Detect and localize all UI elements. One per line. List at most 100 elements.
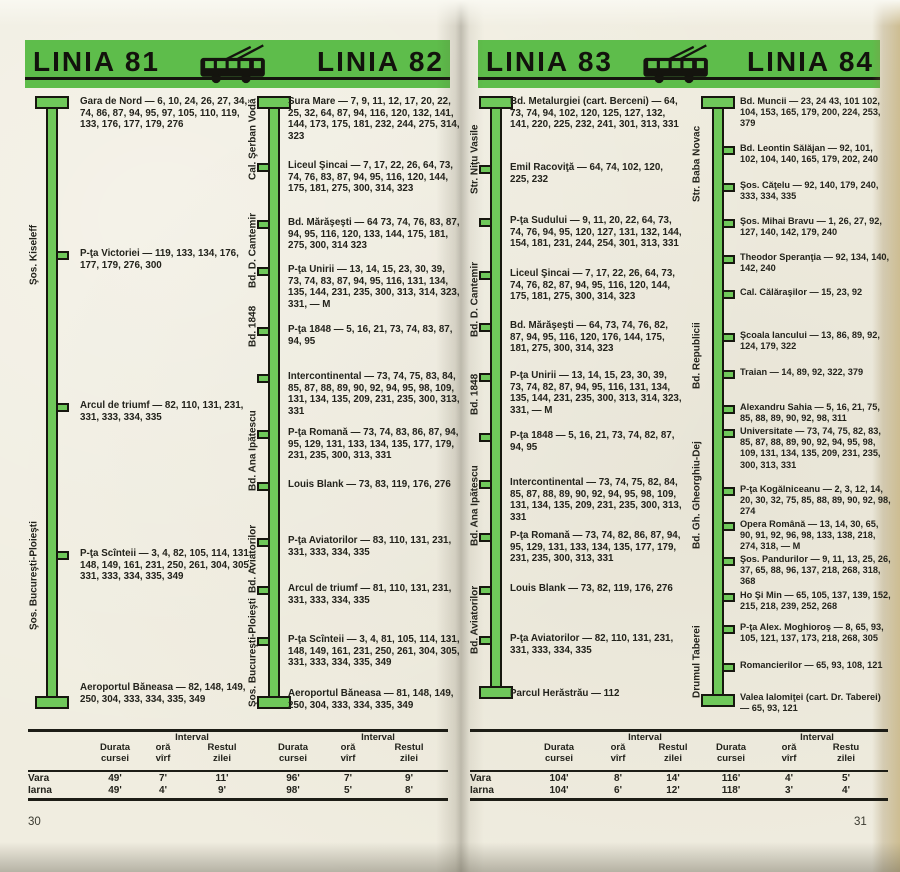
table-column-header: Restu zilei: [832, 742, 860, 764]
stop-entry: P-ţa Alex. Moghioroş — 8, 65, 93, 105, 1…: [740, 622, 884, 644]
trolleybus-icon: [200, 44, 265, 84]
stop-entry: Opera Română — 13, 14, 30, 65, 90, 91, 9…: [740, 519, 879, 552]
page-number-right: 31: [854, 816, 867, 828]
table-rule-middle: [28, 770, 448, 772]
stop-entry: Bd. Mărăşeşti — 64, 73, 74, 76, 82, 87, …: [510, 320, 668, 355]
page-edge-top: [0, 0, 900, 26]
table-column-header: Durata cursei: [277, 742, 309, 764]
street-label: Bd. D. Cantemir: [469, 261, 481, 337]
line-title: LINIA 81: [33, 46, 160, 77]
stop-entry: Gara de Nord — 6, 10, 24, 26, 27, 34, 74…: [80, 96, 248, 131]
table-cell: 4': [159, 785, 167, 796]
stop-entry: Aeroportul Băneasa — 81, 148, 149, 250, …: [288, 688, 454, 711]
table-cell: 5': [344, 785, 352, 796]
trolleybus-icon: [643, 44, 708, 84]
stop-entry: Bd. Mărăşeşti — 64 73, 74, 76, 83, 87, 9…: [288, 217, 460, 252]
stop-entry: Traian — 14, 89, 92, 322, 379: [740, 367, 864, 377]
table-cell: 12': [666, 785, 680, 796]
table-cell: 96': [286, 773, 300, 784]
street-label: Bd. Ana Ipătescu: [469, 465, 481, 546]
band-rule: [478, 77, 880, 80]
stop-entry: Şos. Căţelu — 92, 140, 179, 240, 333, 33…: [740, 180, 879, 202]
table-cell: 49': [108, 785, 122, 796]
stop-entry: Theodor Speranţia — 92, 134, 140, 142, 2…: [740, 252, 890, 274]
interval-label: Interval: [628, 732, 662, 743]
stop-entry: P-ţa Aviatorilor — 83, 110, 131, 231, 33…: [288, 535, 452, 558]
street-label: Bd. 1848: [247, 305, 259, 347]
stop-entry: Louis Blank — 73, 82, 119, 176, 276: [510, 583, 673, 594]
stop-entry: Arcul de triumf — 81, 110, 131, 231, 331…: [288, 583, 452, 606]
stop-entry: Universitate — 73, 74, 75, 82, 83, 85, 8…: [740, 426, 881, 470]
table-cell: 49': [108, 773, 122, 784]
table-cell: 118': [721, 785, 741, 796]
interval-label: Interval: [175, 732, 209, 743]
table-row-label: Iarna: [28, 785, 52, 796]
table-column-header: oră vîrf: [610, 742, 626, 764]
route-line: [46, 100, 58, 704]
stop-entry: Valea Ialomiţei (cart. Dr. Taberei) — 65…: [740, 692, 881, 714]
table-cell: 7': [159, 773, 167, 784]
street-label: Bd. Gh. Gheorghiu-Dej: [691, 441, 703, 550]
table-row-label: Iarna: [470, 785, 494, 796]
street-label: Şos. Bucureşti-Ploieşti: [28, 521, 40, 630]
band-rule: [25, 77, 450, 80]
stop-entry: P-ţa Aviatorilor — 82, 110, 131, 231, 33…: [510, 633, 674, 656]
street-label: Bd. Republicii: [691, 322, 703, 389]
stop-entry: Liceul Şincai — 7, 17, 22, 26, 64, 73, 7…: [288, 160, 454, 195]
interval-label: Interval: [361, 732, 395, 743]
terminus-cap: [35, 696, 69, 709]
stop-entry: Bd. Metalurgiei (cart. Berceni) — 64, 73…: [510, 96, 679, 131]
table-cell: 8': [614, 773, 622, 784]
stop-entry: P-ţa 1848 — 5, 16, 21, 73, 74, 82, 87, 9…: [510, 430, 675, 453]
stop-entry: Louis Blank — 73, 83, 119, 176, 276: [288, 479, 451, 490]
terminus-cap: [479, 686, 513, 699]
table-cell: 3': [785, 785, 793, 796]
table-column-header: Restul zilei: [658, 742, 688, 764]
interval-label: Interval: [800, 732, 834, 743]
table-cell: 4': [785, 773, 793, 784]
table-cell: 98': [286, 785, 300, 796]
stop-entry: P-ţa Kogălniceanu — 2, 3, 12, 14, 20, 30…: [740, 484, 891, 517]
stop-entry: Bd. Leontin Sălăjan — 92, 101, 102, 104,…: [740, 143, 878, 165]
table-cell: 6': [614, 785, 622, 796]
table-column-header: Durata cursei: [715, 742, 747, 764]
page-edge-bottom: [0, 842, 900, 872]
table-cell: 5': [842, 773, 850, 784]
table-rule-top: [470, 729, 888, 732]
table-rule-bottom: [28, 798, 448, 801]
line-title: LINIA 84: [747, 46, 874, 77]
stop-entry: P-ţa Sudului — 9, 11, 20, 22, 64, 73, 74…: [510, 215, 682, 250]
stop-entry: Sura Mare — 7, 9, 11, 12, 17, 20, 22, 25…: [288, 96, 460, 142]
table-cell: 8': [405, 785, 413, 796]
street-label: Str. Baba Novac: [691, 125, 703, 203]
table-column-header: Restul zilei: [394, 742, 424, 764]
table-cell: 7': [344, 773, 352, 784]
stop-entry: Şos. Mihai Bravu — 1, 26, 27, 92, 127, 1…: [740, 216, 882, 238]
table-cell: 11': [215, 773, 229, 784]
stop-entry: Aeroportul Băneasa — 82, 148, 149, 250, …: [80, 682, 246, 705]
table-row-label: Vara: [28, 773, 50, 784]
page-number-left: 30: [28, 816, 41, 828]
stop-entry: Parcul Herăstrău — 112: [510, 688, 620, 699]
table-cell: 104': [549, 773, 569, 784]
stop-entry: Intercontinental — 73, 74, 75, 82, 84, 8…: [510, 477, 682, 523]
table-cell: 116': [721, 773, 741, 784]
table-column-header: Restul zilei: [207, 742, 237, 764]
terminus-cap: [479, 96, 513, 109]
stop-entry: P-ţa Scînteii — 3, 4, 82, 105, 114, 131,…: [80, 548, 252, 583]
stop-entry: Liceul Şincai — 7, 17, 22, 26, 64, 73, 7…: [510, 268, 676, 303]
stop-entry: Alexandru Sahia — 5, 16, 21, 75, 85, 88,…: [740, 402, 880, 424]
table-cell: 9': [218, 785, 226, 796]
stop-entry: P-ţa Unirii — 13, 14, 15, 23, 30, 39, 73…: [288, 264, 460, 310]
route-line: [490, 100, 502, 694]
line-title: LINIA 82: [317, 46, 444, 77]
header-band-left: LINIA 81 LINIA 82: [25, 40, 450, 88]
table-row-label: Vara: [470, 773, 492, 784]
terminus-cap: [701, 694, 735, 707]
table-column-header: oră vîrf: [155, 742, 171, 764]
table-rule-top: [28, 729, 448, 732]
stop-entry: P-ţa Victoriei — 119, 133, 134, 176, 177…: [80, 248, 239, 271]
table-column-header: Durata cursei: [99, 742, 131, 764]
stop-entry: Romancierilor — 65, 93, 108, 121: [740, 660, 883, 670]
